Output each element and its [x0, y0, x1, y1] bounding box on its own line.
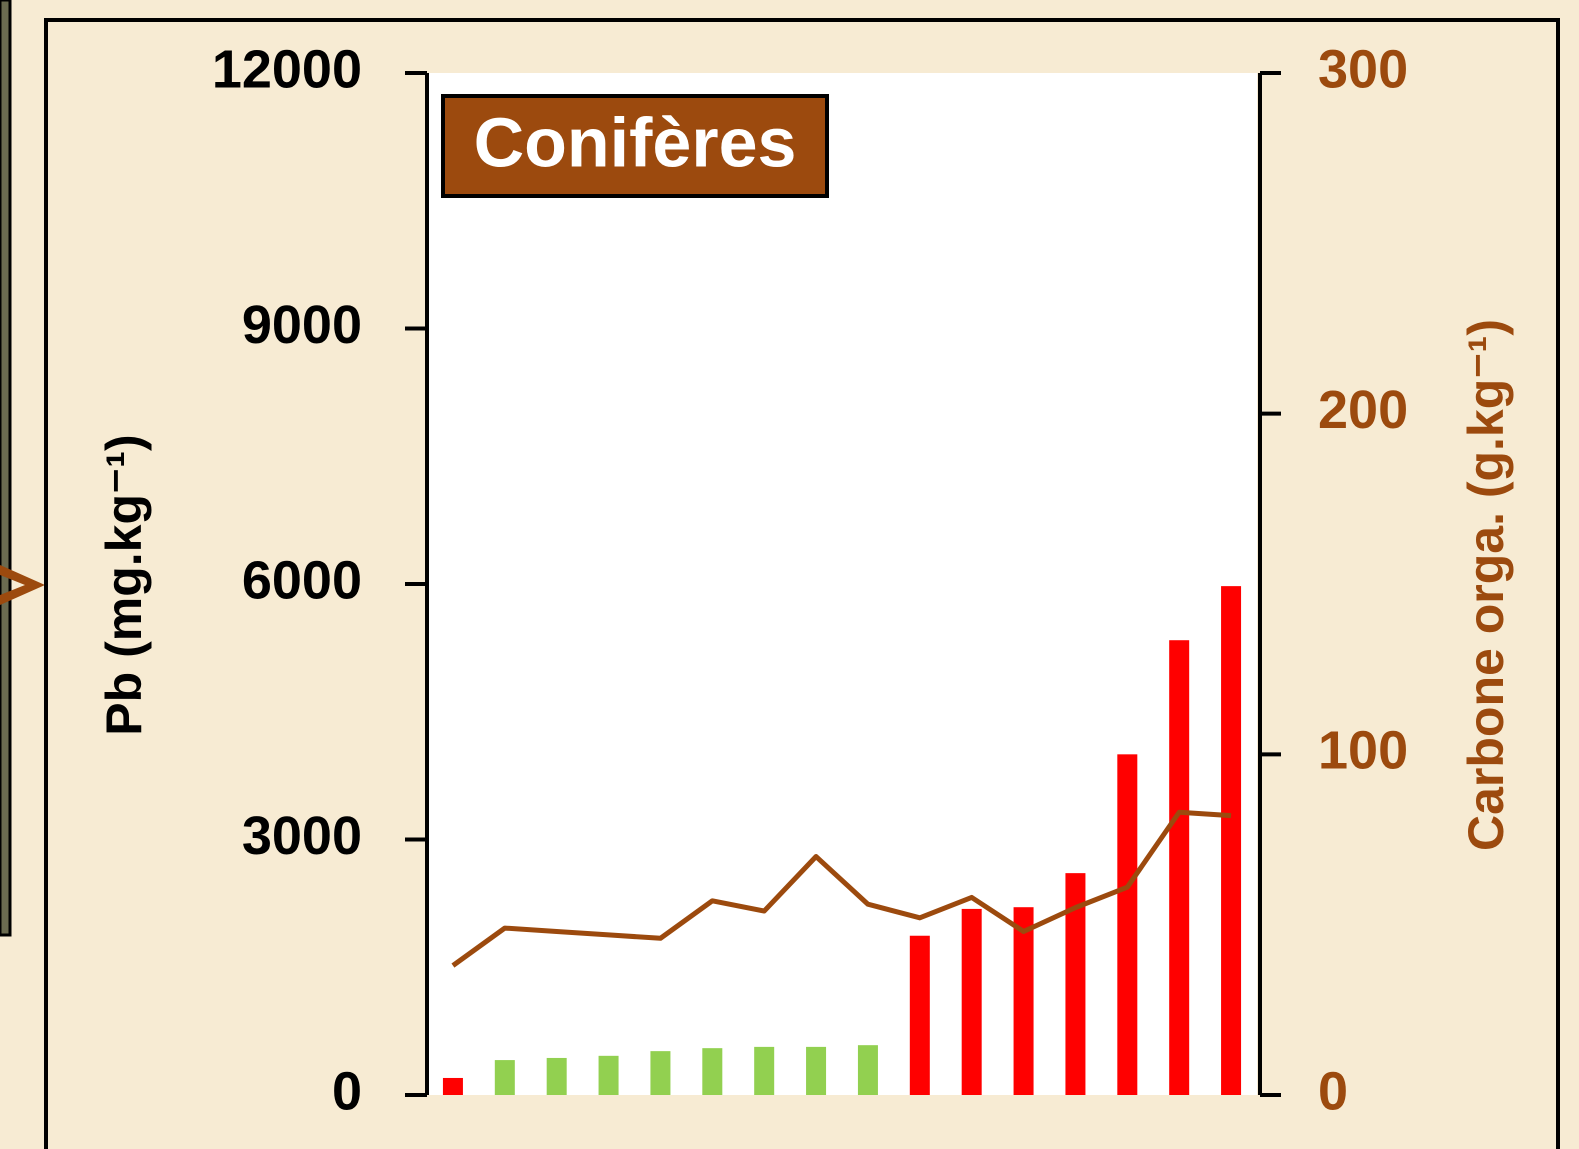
bar [1014, 907, 1034, 1095]
bar [910, 936, 930, 1095]
y-tick-label: 6000 [242, 550, 362, 610]
y-tick-label: 0 [332, 1061, 362, 1121]
y2-tick-label: 300 [1318, 39, 1408, 99]
bar [495, 1060, 515, 1095]
page: {"chart_data": {"type": "bar", "annotati… [0, 0, 1579, 1149]
bar [1169, 640, 1189, 1095]
y2-tick-label: 200 [1318, 380, 1408, 440]
bar [599, 1056, 619, 1095]
bar [1221, 586, 1241, 1095]
bar [702, 1048, 722, 1095]
bar [962, 909, 982, 1095]
bar [1117, 754, 1137, 1095]
side-image [0, 0, 10, 935]
y-axis-label: Pb (mg.kg⁻¹) [96, 434, 152, 735]
bar [754, 1047, 774, 1095]
y-tick-label: 12000 [212, 39, 362, 99]
bar [858, 1045, 878, 1095]
bar [443, 1078, 463, 1095]
y2-tick-label: 0 [1318, 1061, 1348, 1121]
y2-tick-label: 100 [1318, 721, 1408, 781]
bar [650, 1051, 670, 1095]
y-tick-label: 3000 [242, 806, 362, 866]
bar [547, 1058, 567, 1095]
y-tick-label: 9000 [242, 295, 362, 355]
bar [806, 1047, 826, 1095]
chart: Conifères Pb (mg.kg⁻¹) Carbone orga. (g.… [0, 0, 1579, 1149]
y2-axis-label: Carbone orga. (g.kg⁻¹) [1458, 319, 1514, 851]
annotation: Conifères [474, 103, 797, 181]
